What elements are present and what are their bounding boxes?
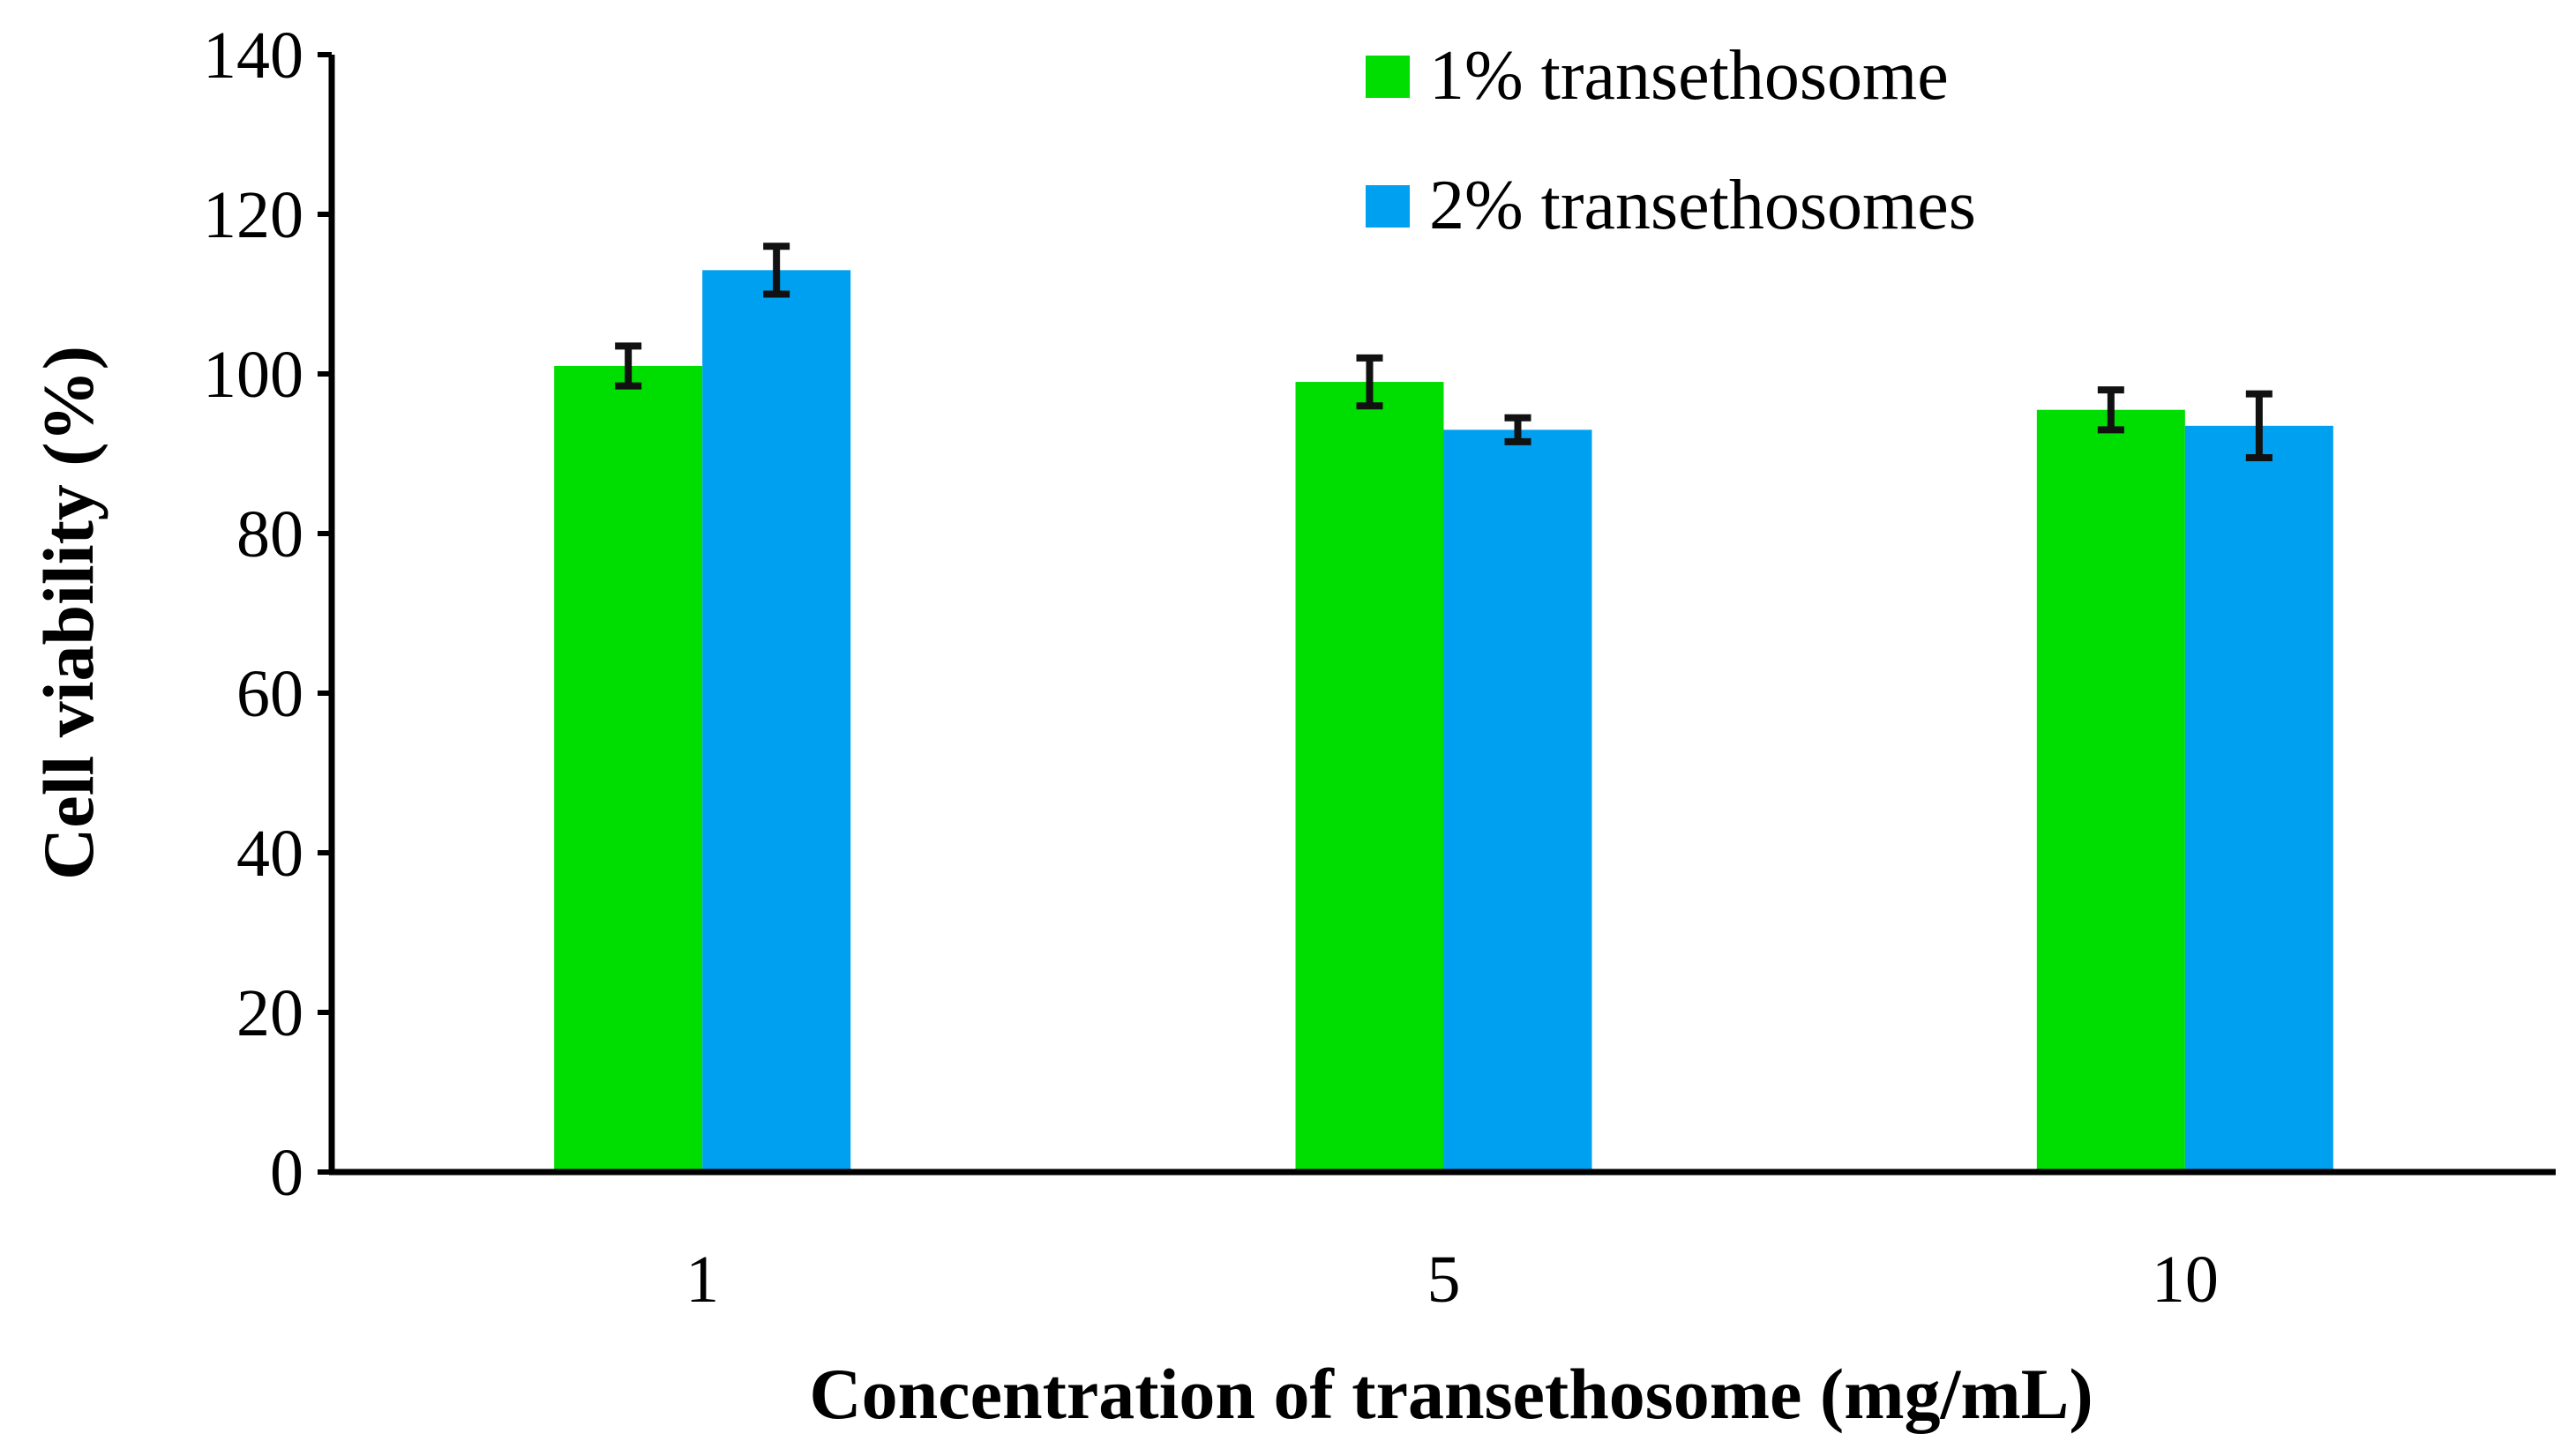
y-tick-label-100: 100 (203, 338, 303, 412)
bar-2pct-1 (702, 270, 851, 1173)
y-tick-label-20: 20 (236, 976, 303, 1050)
bar-2pct-5 (1443, 429, 1592, 1173)
bar-1pct-10 (2036, 409, 2185, 1173)
legend-label-1pct: 1% transethosome (1429, 37, 1949, 115)
error-bars-group (615, 243, 2273, 462)
y-ticks-group: 0 20 40 60 80 100 120 140 (203, 19, 332, 1210)
legend-swatch-1pct (1366, 56, 1410, 98)
y-axis-title: Cell viability (%) (28, 346, 109, 880)
error-bar-2pct-5 (1504, 414, 1531, 445)
y-tick-label-80: 80 (236, 497, 303, 571)
legend-label-2pct: 2% transethosomes (1429, 167, 1976, 244)
axes-group (328, 55, 2556, 1176)
y-tick-label-0: 0 (270, 1136, 303, 1210)
error-bar-2pct-1 (763, 243, 790, 298)
error-bar-1pct-5 (1356, 354, 1383, 410)
error-bar-2pct-10 (2245, 390, 2273, 462)
y-tick-label-120: 120 (203, 178, 303, 252)
y-tick-label-60: 60 (236, 657, 303, 731)
legend-swatch-2pct (1366, 185, 1410, 228)
y-tick-label-140: 140 (203, 19, 303, 93)
bar-2pct-10 (2184, 425, 2333, 1172)
bars-group (554, 270, 2333, 1173)
x-tick-label-5: 5 (1427, 1243, 1461, 1317)
x-ticks-group: 1 5 10 (685, 1243, 2219, 1317)
x-tick-label-10: 10 (2152, 1243, 2219, 1317)
y-tick-label-40: 40 (236, 817, 303, 891)
legend: 1% transethosome 2% transethosomes (1366, 37, 1976, 244)
x-axis-title: Concentration of transethosome (mg/mL) (809, 1354, 2093, 1434)
x-tick-label-1: 1 (685, 1243, 719, 1317)
error-bar-1pct-10 (2097, 386, 2124, 434)
bar-1pct-5 (1295, 382, 1444, 1172)
error-bar-1pct-1 (615, 342, 642, 390)
bar-1pct-1 (554, 365, 703, 1172)
